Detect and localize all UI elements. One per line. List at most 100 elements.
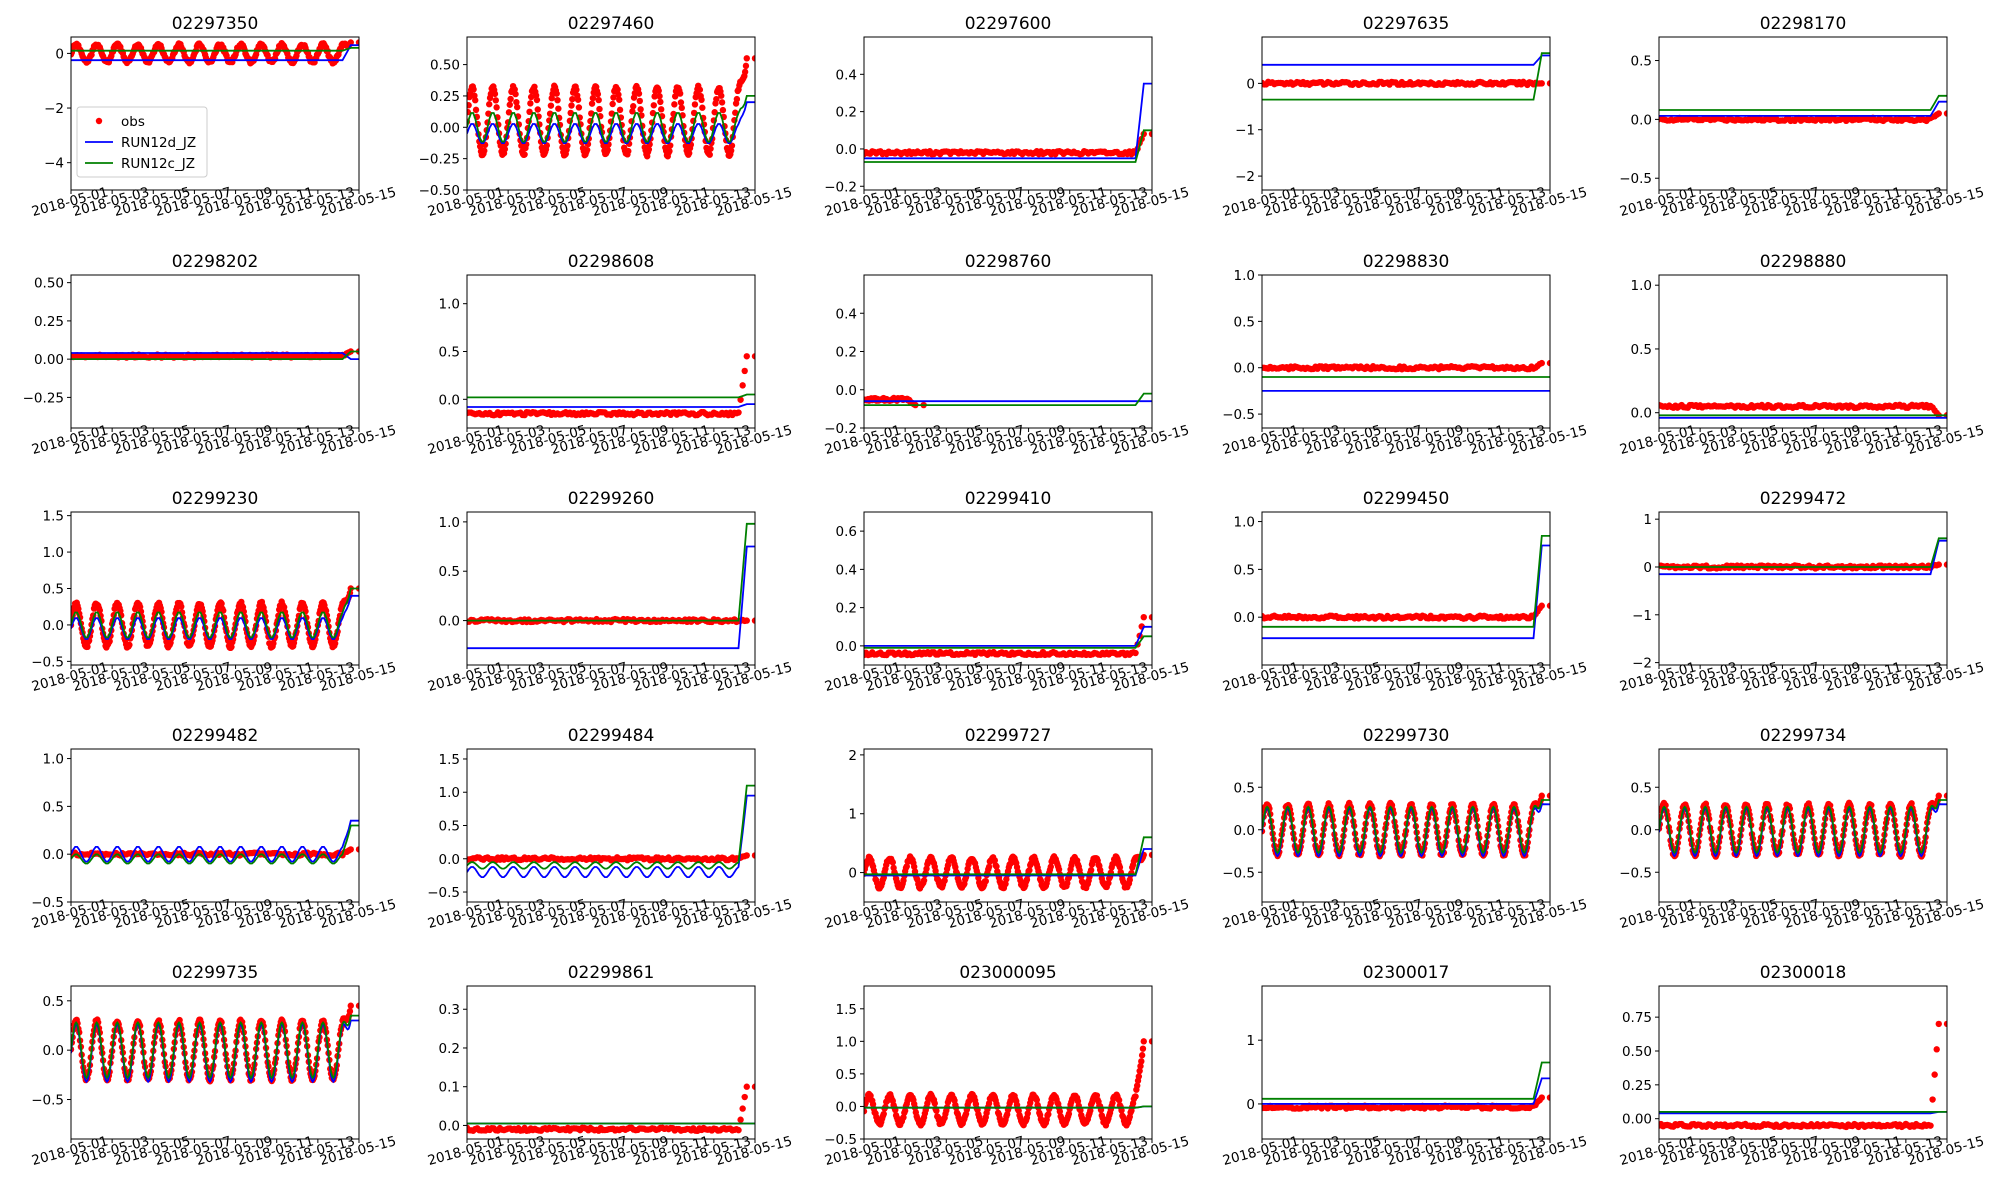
obs-point [575,104,583,111]
axes-frame [863,36,1153,191]
obs-point [527,93,535,101]
obs-point [564,142,571,149]
y-tick-label: −0.2 [824,421,857,437]
series-RUN12d_JZ [864,625,1152,647]
obs-point [637,106,644,113]
obs-point [1538,359,1545,367]
series-RUN12c_JZ [864,392,1152,406]
obs-point [521,151,528,158]
obs-point [574,96,582,103]
subplot-02297350: 022973500−2−42018-05-012018-05-032018-05… [30,14,398,220]
subplot-02298170: 022981700.50.0−0.52018-05-012018-05-0320… [1618,14,1986,220]
series-line-RUN12c_JZ [1262,535,1550,628]
plot-area [1659,537,1947,576]
y-tick-label: 0.0 [439,614,460,630]
series-RUN12d_JZ [864,848,1152,877]
series-obs [467,1083,755,1135]
y-tick-label: 0.0 [1234,361,1255,377]
series-RUN12c_JZ [467,393,755,399]
series-line-RUN12c_JZ [1262,799,1550,855]
y-tick-label: 0.00 [430,120,460,136]
obs-point [743,852,750,859]
subplot-title: 02297350 [172,14,259,34]
obs-point [645,146,653,153]
series-line-RUN12d_JZ [1659,539,1947,576]
obs-point [732,109,739,116]
obs-point [616,106,624,114]
series-line-RUN12c_JZ [1659,799,1947,855]
subplot-title: 02299230 [172,489,259,509]
obs-point [476,143,484,150]
obs-point [609,100,616,108]
plot-area [1262,792,1550,860]
subplot-title: 02299861 [568,963,655,983]
y-tick-label: 0.5 [1234,562,1255,578]
plot-area [467,55,755,160]
series-line-RUN12c_JZ [1659,537,1947,568]
subplot-title: 02299410 [965,489,1052,509]
obs-point [126,641,133,649]
series-line-RUN12c_JZ [864,129,1152,163]
obs-point [355,39,359,46]
y-tick-label: 0.0 [439,392,460,408]
obs-point [467,102,472,109]
plot-area [864,836,1152,892]
obs-point [533,96,541,104]
axes-frame [466,274,756,429]
subplot-title: 02299730 [1363,726,1450,746]
y-tick-label: 0 [848,866,857,882]
obs-point [507,95,514,103]
obs-point [630,103,637,110]
obs-point [698,96,705,104]
obs-point [1140,613,1147,621]
obs-point [331,640,339,647]
y-tick-label: 1.0 [1234,268,1255,284]
obs-point [1546,602,1550,609]
obs-point [742,62,750,70]
y-tick-label: 0.25 [34,314,64,330]
obs-point [1908,800,1915,807]
obs-point [595,96,602,104]
series-obs [1262,359,1550,373]
obs-point [910,863,918,870]
obs-point [666,147,673,155]
series-RUN12d_JZ [71,819,359,863]
obs-point [583,146,591,154]
series-RUN12d_JZ [1262,54,1550,66]
y-tick-label: 0.0 [439,852,460,868]
y-tick-label: 0.5 [43,799,64,815]
obs-point [671,101,678,108]
series-RUN12c_JZ [864,836,1152,876]
plot-area [71,39,359,67]
obs-point [228,643,235,651]
y-tick-label: −0.5 [31,654,64,670]
subplot-title: 02298170 [1760,14,1847,34]
obs-point [604,146,611,154]
y-tick-label: 1.0 [439,785,460,801]
obs-point [982,877,989,885]
series-line-RUN12d_JZ [1659,100,1947,117]
axes-frame [1261,274,1551,429]
subplot-02299450: 022994501.00.50.02018-05-012018-05-03201… [1221,489,1589,695]
y-tick-label: 0.0 [1631,823,1652,839]
y-tick-label: −0.5 [31,895,64,911]
obs-point [1055,866,1063,873]
obs-point [741,68,749,76]
obs-point [691,101,699,108]
axes-frame [70,748,360,903]
series-RUN12d_JZ [467,794,755,878]
legend-label: obs [121,114,145,130]
axes-frame [466,748,756,903]
series-line-RUN12d_JZ [467,545,755,650]
obs-point [553,90,560,97]
obs-point [513,98,520,106]
series-obs [467,55,755,160]
plot-area [1659,401,1947,419]
obs-point [1116,864,1124,871]
y-tick-label: −0.2 [824,179,857,195]
obs-point [727,147,735,154]
y-tick-label: 1.0 [43,752,64,768]
obs-point [1132,649,1139,657]
legend-marker-obs [95,117,103,125]
